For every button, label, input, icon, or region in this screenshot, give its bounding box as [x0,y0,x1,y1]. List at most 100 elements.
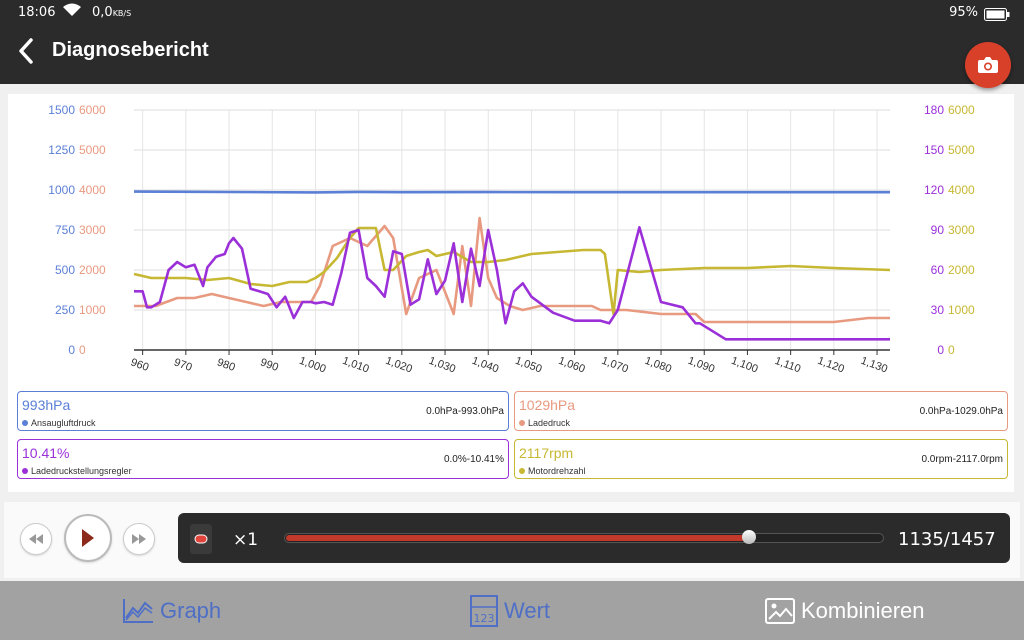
x-tick-label: 1,010 [341,355,371,376]
card-range: 0.0rpm-2117.0rpm [921,454,1003,465]
top-bar: 18:06 0,0KB/S 95% Diagnosebericht [0,0,1024,84]
rewind-button[interactable] [20,523,52,555]
tab-kombinieren-label: Kombinieren [801,597,925,623]
network-speed-value: 0,0 [92,5,113,20]
x-tick-label: 1,080 [643,355,673,376]
play-button[interactable] [64,514,112,562]
wifi-icon [62,3,82,21]
y-tick-label-blue: 1250 [48,143,75,157]
play-icon [82,529,94,547]
y-tick-label-purple: 30 [931,303,945,317]
x-tick-label: 1,060 [557,355,587,376]
y-tick-label-blue: 1000 [48,183,75,197]
x-tick-label: 1,070 [600,355,630,376]
series-line-ladedruckstellungsregler [134,226,890,341]
x-tick-label: 1,040 [470,355,500,376]
y-tick-label-olive: 0 [948,343,955,357]
back-button[interactable] [18,38,34,68]
playback-progress-fill [286,535,751,541]
value-card-ladedruck[interactable]: 1029hPa Ladedruck 0.0hPa-1029.0hPa [514,391,1008,431]
y-tick-label-olive: 2000 [948,263,975,277]
fast-forward-button[interactable] [123,523,155,555]
network-speed-unit: KB/S [112,9,132,18]
x-tick-label: 960 [129,356,150,374]
y-tick-label-salmon: 4000 [79,183,106,197]
card-range: 0.0hPa-993.0hPa [426,406,504,417]
graph-icon [123,598,153,623]
camera-button[interactable] [965,42,1011,88]
y-tick-label-blue: 1500 [48,103,75,117]
legend-dot [22,420,28,426]
card-range: 0.0hPa-1029.0hPa [919,406,1003,417]
playback-slider[interactable] [284,530,884,544]
tab-kombinieren[interactable]: Kombinieren [765,581,925,640]
card-value: 1029hPa [519,397,576,413]
card-value: 2117rpm [519,445,574,461]
series-line-ansaugluftdruck [133,190,890,194]
playback-speed[interactable]: ×1 [233,530,259,550]
bottom-nav: Graph 123 Wert Kombinieren [0,581,1024,640]
y-tick-label-purple: 60 [931,263,945,277]
network-speed: 0,0KB/S [92,5,131,20]
x-tick-label: 1,050 [513,355,543,376]
battery-icon [984,6,1010,25]
record-icon [194,534,208,544]
card-label-text: Ansaugluftdruck [31,418,96,428]
x-tick-label: 1,090 [686,355,716,376]
tab-graph-label: Graph [160,597,222,623]
y-tick-label-blue: 750 [55,223,75,237]
y-tick-label-purple: 150 [924,143,944,157]
x-tick-label: 1,100 [729,355,759,376]
value-card-ladedruckstellungsregler[interactable]: 10.41% Ladedruckstellungsregler 0.0%-10.… [17,439,509,479]
status-time: 18:06 [18,5,56,20]
x-tick-label: 1,000 [297,355,327,376]
x-tick-label: 1,030 [427,355,457,376]
y-tick-label-salmon: 1000 [79,303,106,317]
y-tick-label-blue: 250 [55,303,75,317]
chevron-left-icon [19,38,33,64]
x-tick-label: 1,130 [859,355,889,376]
tab-wert-label: Wert [504,597,551,623]
y-tick-label-salmon: 6000 [79,103,106,117]
y-tick-label-blue: 500 [55,263,75,277]
y-tick-label-purple: 120 [924,183,944,197]
x-tick-label: 1,120 [816,355,846,376]
card-value: 10.41% [22,445,70,461]
y-tick-label-olive: 3000 [948,223,975,237]
page-title: Diagnosebericht [52,39,209,61]
fast-forward-icon [132,534,146,544]
frame-counter: 1135/1457 [898,529,996,550]
battery-percent: 95% [949,5,978,20]
legend-dot [519,468,525,474]
x-tick-label: 1,110 [773,355,802,375]
x-tick-label: 1,020 [384,355,414,376]
x-tick-label: 970 [172,356,193,374]
y-tick-label-olive: 5000 [948,143,975,157]
legend-dot [22,468,28,474]
camera-icon [978,57,998,73]
playback-slider-knob[interactable] [742,530,757,544]
y-tick-label-salmon: 2000 [79,263,106,277]
card-label: Motordrehzahl [519,466,586,476]
card-label: Ladedruck [519,418,570,428]
value-card-ansaugluftdruck[interactable]: 993hPa Ansaugluftdruck 0.0hPa-993.0hPa [17,391,509,431]
record-button[interactable] [190,524,212,554]
card-value: 993hPa [22,397,71,413]
rewind-icon [29,534,43,544]
card-label: Ladedruckstellungsregler [22,466,132,476]
y-tick-label-olive: 4000 [948,183,975,197]
legend-dot [519,420,525,426]
tab-graph[interactable]: Graph [122,581,221,640]
value-123-icon: 123 [470,594,498,627]
tab-wert[interactable]: 123 Wert [470,581,550,640]
x-tick-label: 990 [259,356,280,374]
y-tick-label-purple: 180 [924,103,944,117]
y-tick-label-purple: 90 [931,223,945,237]
y-tick-label-olive: 1000 [948,303,975,317]
card-label: Ansaugluftdruck [22,418,96,428]
y-tick-label-olive: 6000 [948,103,975,117]
card-range: 0.0%-10.41% [443,454,504,465]
card-label-text: Ladedruckstellungsregler [31,466,132,476]
value-card-motordrehzahl[interactable]: 2117rpm Motordrehzahl 0.0rpm-2117.0rpm [514,439,1008,479]
y-tick-label-blue: 0 [68,343,75,357]
